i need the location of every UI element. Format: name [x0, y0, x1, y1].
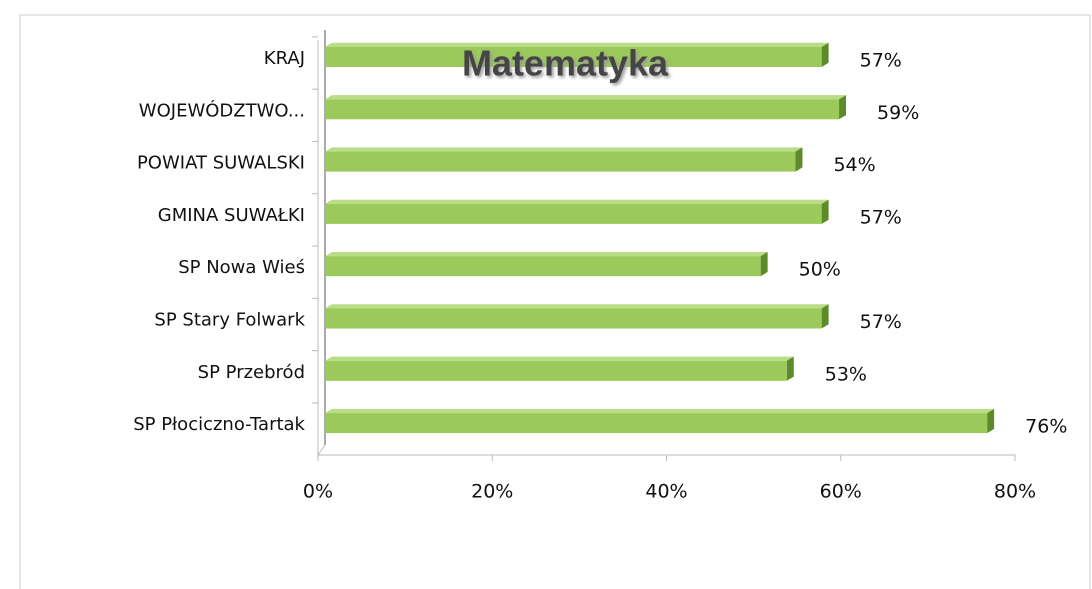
bar: [325, 256, 761, 277]
value-label: 57%: [860, 311, 902, 333]
category-label: KRAJ: [264, 48, 305, 69]
category-label: SP Przebród: [198, 362, 305, 383]
bar-side: [786, 356, 794, 381]
bar-side: [821, 42, 829, 67]
bar-side: [795, 147, 803, 172]
bar: [325, 99, 840, 120]
bar-side: [760, 252, 768, 277]
category-label: GMINA SUWAŁKI: [158, 205, 305, 226]
category-label: WOJEWÓDZTWO...: [139, 99, 305, 121]
bar-side: [987, 408, 995, 434]
bar: [325, 47, 822, 67]
x-tick-label: 80%: [994, 481, 1036, 503]
bar-top: [325, 252, 768, 257]
bar-side: [821, 199, 829, 224]
category-label: SP Stary Folwark: [154, 310, 305, 331]
value-label: 53%: [825, 363, 867, 385]
bar-side: [821, 304, 829, 329]
bar-top: [325, 408, 995, 414]
frame: [19, 14, 1091, 589]
x-tick-label: 0%: [303, 481, 333, 503]
bar-top: [325, 199, 829, 204]
x-tick-label: 20%: [471, 481, 513, 503]
value-label: 54%: [833, 154, 875, 176]
value-label: 76%: [1025, 416, 1067, 438]
bar-top: [325, 42, 829, 47]
value-label: 59%: [877, 102, 919, 124]
chart-title: Matematyka: [462, 43, 669, 84]
bar: [325, 413, 988, 434]
bar-top: [325, 356, 794, 361]
bar: [325, 308, 822, 329]
bar: [325, 203, 822, 224]
category-label: POWIAT SUWALSKI: [137, 153, 305, 174]
x-tick-label: 60%: [820, 481, 862, 503]
x-tick-label: 40%: [645, 481, 687, 503]
bar: [325, 360, 787, 381]
bar-side: [839, 95, 847, 120]
bar-top: [325, 147, 803, 152]
floor-edge: [317, 444, 326, 456]
bar: [325, 151, 796, 172]
category-label: SP Nowa Wieś: [178, 257, 305, 278]
value-label: 57%: [860, 206, 902, 228]
value-label: 50%: [799, 259, 841, 281]
bar-top: [325, 304, 829, 309]
value-label: 57%: [860, 50, 902, 72]
category-label: SP Płociczno-Tartak: [133, 414, 305, 435]
bar-top: [325, 95, 847, 100]
